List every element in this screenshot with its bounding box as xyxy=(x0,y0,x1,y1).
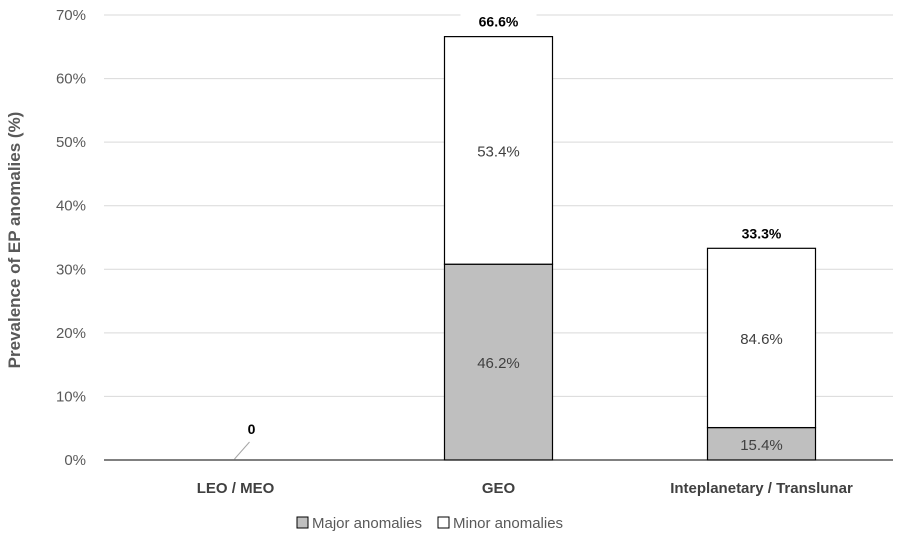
x-category-label: Inteplanetary / Translunar xyxy=(670,480,853,497)
total-label-bg xyxy=(460,10,537,31)
zero-leader-line xyxy=(234,441,250,460)
y-tick-label: 50% xyxy=(56,134,86,151)
bar-segment xyxy=(443,36,554,265)
legend-swatch xyxy=(437,516,450,529)
total-label: 66.6% xyxy=(479,14,519,30)
y-tick-label: 30% xyxy=(56,261,86,278)
segment-label: 53.4% xyxy=(477,143,520,160)
x-axis-labels: LEO / MEO GEO Inteplanetary / Translunar xyxy=(197,480,853,497)
total-label: 33.3% xyxy=(742,225,782,241)
y-tick-label: 20% xyxy=(56,325,86,342)
y-tick-label: 60% xyxy=(56,71,86,88)
x-category-label: LEO / MEO xyxy=(197,480,275,497)
total-label-bg xyxy=(723,222,800,243)
y-axis-title: Prevalence of EP anomalies (%) xyxy=(5,112,24,369)
segment-label: 15.4% xyxy=(740,437,783,454)
y-tick-label: 10% xyxy=(56,388,86,405)
segment-label: 84.6% xyxy=(740,331,783,348)
legend-label: Minor anomalies xyxy=(453,515,563,532)
bars: 0 46.2% 53.4% 66.6% 15.4% 84.6% 33.3% xyxy=(234,10,817,461)
x-category-label: GEO xyxy=(482,480,516,497)
legend: Major anomalies Minor anomalies xyxy=(296,515,563,532)
bar-segment xyxy=(706,247,817,429)
legend-swatch xyxy=(296,516,309,529)
y-tick-label: 70% xyxy=(56,7,86,24)
y-tick-label: 40% xyxy=(56,198,86,215)
y-axis-ticks: 0% 10% 20% 30% 40% 50% 60% 70% xyxy=(56,7,86,469)
total-label: 0 xyxy=(248,421,256,437)
legend-label: Major anomalies xyxy=(312,515,422,532)
y-tick-label: 0% xyxy=(64,452,86,469)
segment-label: 46.2% xyxy=(477,355,520,372)
